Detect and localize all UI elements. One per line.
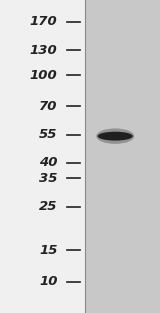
Text: 55: 55: [39, 128, 58, 141]
Text: 25: 25: [39, 200, 58, 213]
Text: 35: 35: [39, 172, 58, 185]
Text: 170: 170: [30, 15, 58, 28]
FancyBboxPatch shape: [85, 0, 160, 313]
Ellipse shape: [96, 128, 134, 144]
Text: 15: 15: [39, 244, 58, 257]
Text: 130: 130: [30, 44, 58, 57]
Ellipse shape: [98, 132, 133, 141]
Text: 10: 10: [39, 275, 58, 288]
Text: 100: 100: [30, 69, 58, 82]
FancyBboxPatch shape: [0, 0, 85, 313]
Text: 70: 70: [39, 100, 58, 113]
Text: 40: 40: [39, 156, 58, 169]
